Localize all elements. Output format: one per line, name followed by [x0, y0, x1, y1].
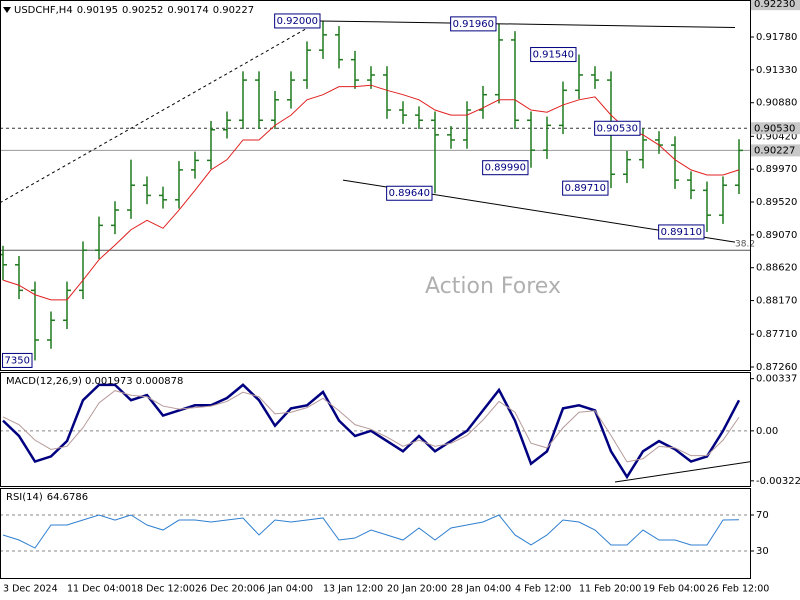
level-price-box — [751, 0, 800, 11]
rsi-panel-frame — [0, 488, 751, 579]
annotation-box — [386, 185, 433, 201]
x-tick-label: 13 Jan 12:00 — [323, 584, 383, 595]
annotation-box — [2, 352, 33, 368]
y-tick-label: 30 — [756, 546, 769, 557]
high-price: 0.90252 — [122, 5, 163, 16]
x-tick-label: 26 Feb 12:00 — [707, 584, 769, 595]
symbol-title: USDCHF,H4 — [14, 5, 73, 16]
macd-main-value: 0.001973 — [85, 376, 133, 387]
x-tick-label: 11 Dec 04:00 — [67, 584, 131, 595]
macd-title: MACD(12,26,9) — [6, 376, 82, 387]
rsi-title: RSI(14) — [6, 492, 43, 503]
price-annotation: 0.89710 — [565, 183, 606, 194]
rsi-header: RSI(14) 64.6786 — [6, 492, 88, 503]
annotation-box — [274, 13, 321, 29]
indicator-line — [2, 383, 741, 480]
price-annotation: 0.90530 — [597, 123, 638, 134]
trendline — [319, 20, 736, 29]
x-tick-label: 18 Dec 12:00 — [131, 584, 195, 595]
fibo-label: 38.2 — [735, 240, 755, 250]
y-tick-label: 0.00337 — [756, 374, 797, 385]
x-tick-label: 11 Feb 20:00 — [579, 584, 641, 595]
watermark: Action Forex — [425, 274, 561, 299]
annotation-box — [482, 160, 529, 176]
indicator-line — [2, 514, 740, 549]
price-annotation: 0.91960 — [453, 19, 494, 30]
y-tick-label: 0.89970 — [756, 164, 797, 175]
level-price-box — [751, 122, 800, 135]
x-tick-label: 3 Dec 2024 — [3, 584, 58, 595]
price-annotation: 0.89110 — [661, 227, 702, 238]
macd-signal-value: 0.000878 — [136, 376, 184, 387]
price-annotation: 7350 — [5, 355, 30, 366]
y-tick-label: 0.00 — [756, 426, 778, 437]
level-price-label: 0.90227 — [754, 145, 795, 156]
indicator-line — [2, 390, 740, 463]
symbol-icon — [3, 7, 11, 13]
y-tick-label: 0.88620 — [756, 263, 797, 274]
annotation-box — [658, 224, 705, 240]
rsi-value: 64.6786 — [47, 492, 88, 503]
x-tick-label: 19 Feb 04:00 — [643, 584, 705, 595]
y-tick-label: 70 — [756, 510, 769, 521]
x-tick-label: 28 Jan 04:00 — [451, 584, 511, 595]
price-header: USDCHF,H4 0.90195 0.90252 0.90174 0.90227 — [14, 5, 254, 16]
trendline — [614, 461, 750, 483]
panel-2 — [0, 514, 750, 552]
y-tick-label: 0.90880 — [756, 98, 797, 109]
x-tick-label: 20 Jan 20:00 — [387, 584, 447, 595]
price-annotation: 0.89990 — [485, 163, 526, 174]
level-price-label: 0.90530 — [754, 123, 795, 134]
y-tick-label: 0.87260 — [756, 362, 797, 373]
y-tick-label: 0.88170 — [756, 296, 797, 307]
panel-1 — [0, 383, 750, 483]
x-tick-label: 4 Feb 12:00 — [515, 584, 571, 595]
y-tick-label: 0.90420 — [756, 131, 797, 142]
y-tick-label: 0.87710 — [756, 329, 797, 340]
price-annotation: 0.91540 — [533, 50, 574, 61]
y-tick-label: 0.89520 — [756, 197, 797, 208]
low-price: 0.90174 — [167, 5, 208, 16]
moving-average — [2, 84, 740, 301]
trendline — [0, 20, 321, 204]
level-price-box — [751, 144, 800, 157]
macd-header: MACD(12,26,9) 0.001973 0.000878 — [6, 376, 183, 387]
annotation-box — [530, 47, 577, 63]
macd-panel-frame — [0, 372, 751, 487]
panel-0 — [0, 20, 750, 361]
y-tick-label: 0.89070 — [756, 230, 797, 241]
annotation-box — [562, 180, 609, 196]
annotation-box — [450, 16, 497, 32]
close-price: 0.90227 — [213, 5, 254, 16]
price-panel-frame — [0, 0, 751, 371]
x-tick-label: 6 Jan 04:00 — [259, 584, 313, 595]
price-annotation: 0.92000 — [277, 16, 318, 27]
y-tick-label: 0.91330 — [756, 65, 797, 76]
annotation-box — [594, 120, 641, 136]
level-price-label: 0.92230 — [754, 0, 795, 10]
y-tick-label: 0.91780 — [756, 32, 797, 43]
x-tick-label: 26 Dec 20:00 — [195, 584, 259, 595]
open-price: 0.90195 — [77, 5, 118, 16]
price-annotation: 0.89640 — [389, 188, 430, 199]
